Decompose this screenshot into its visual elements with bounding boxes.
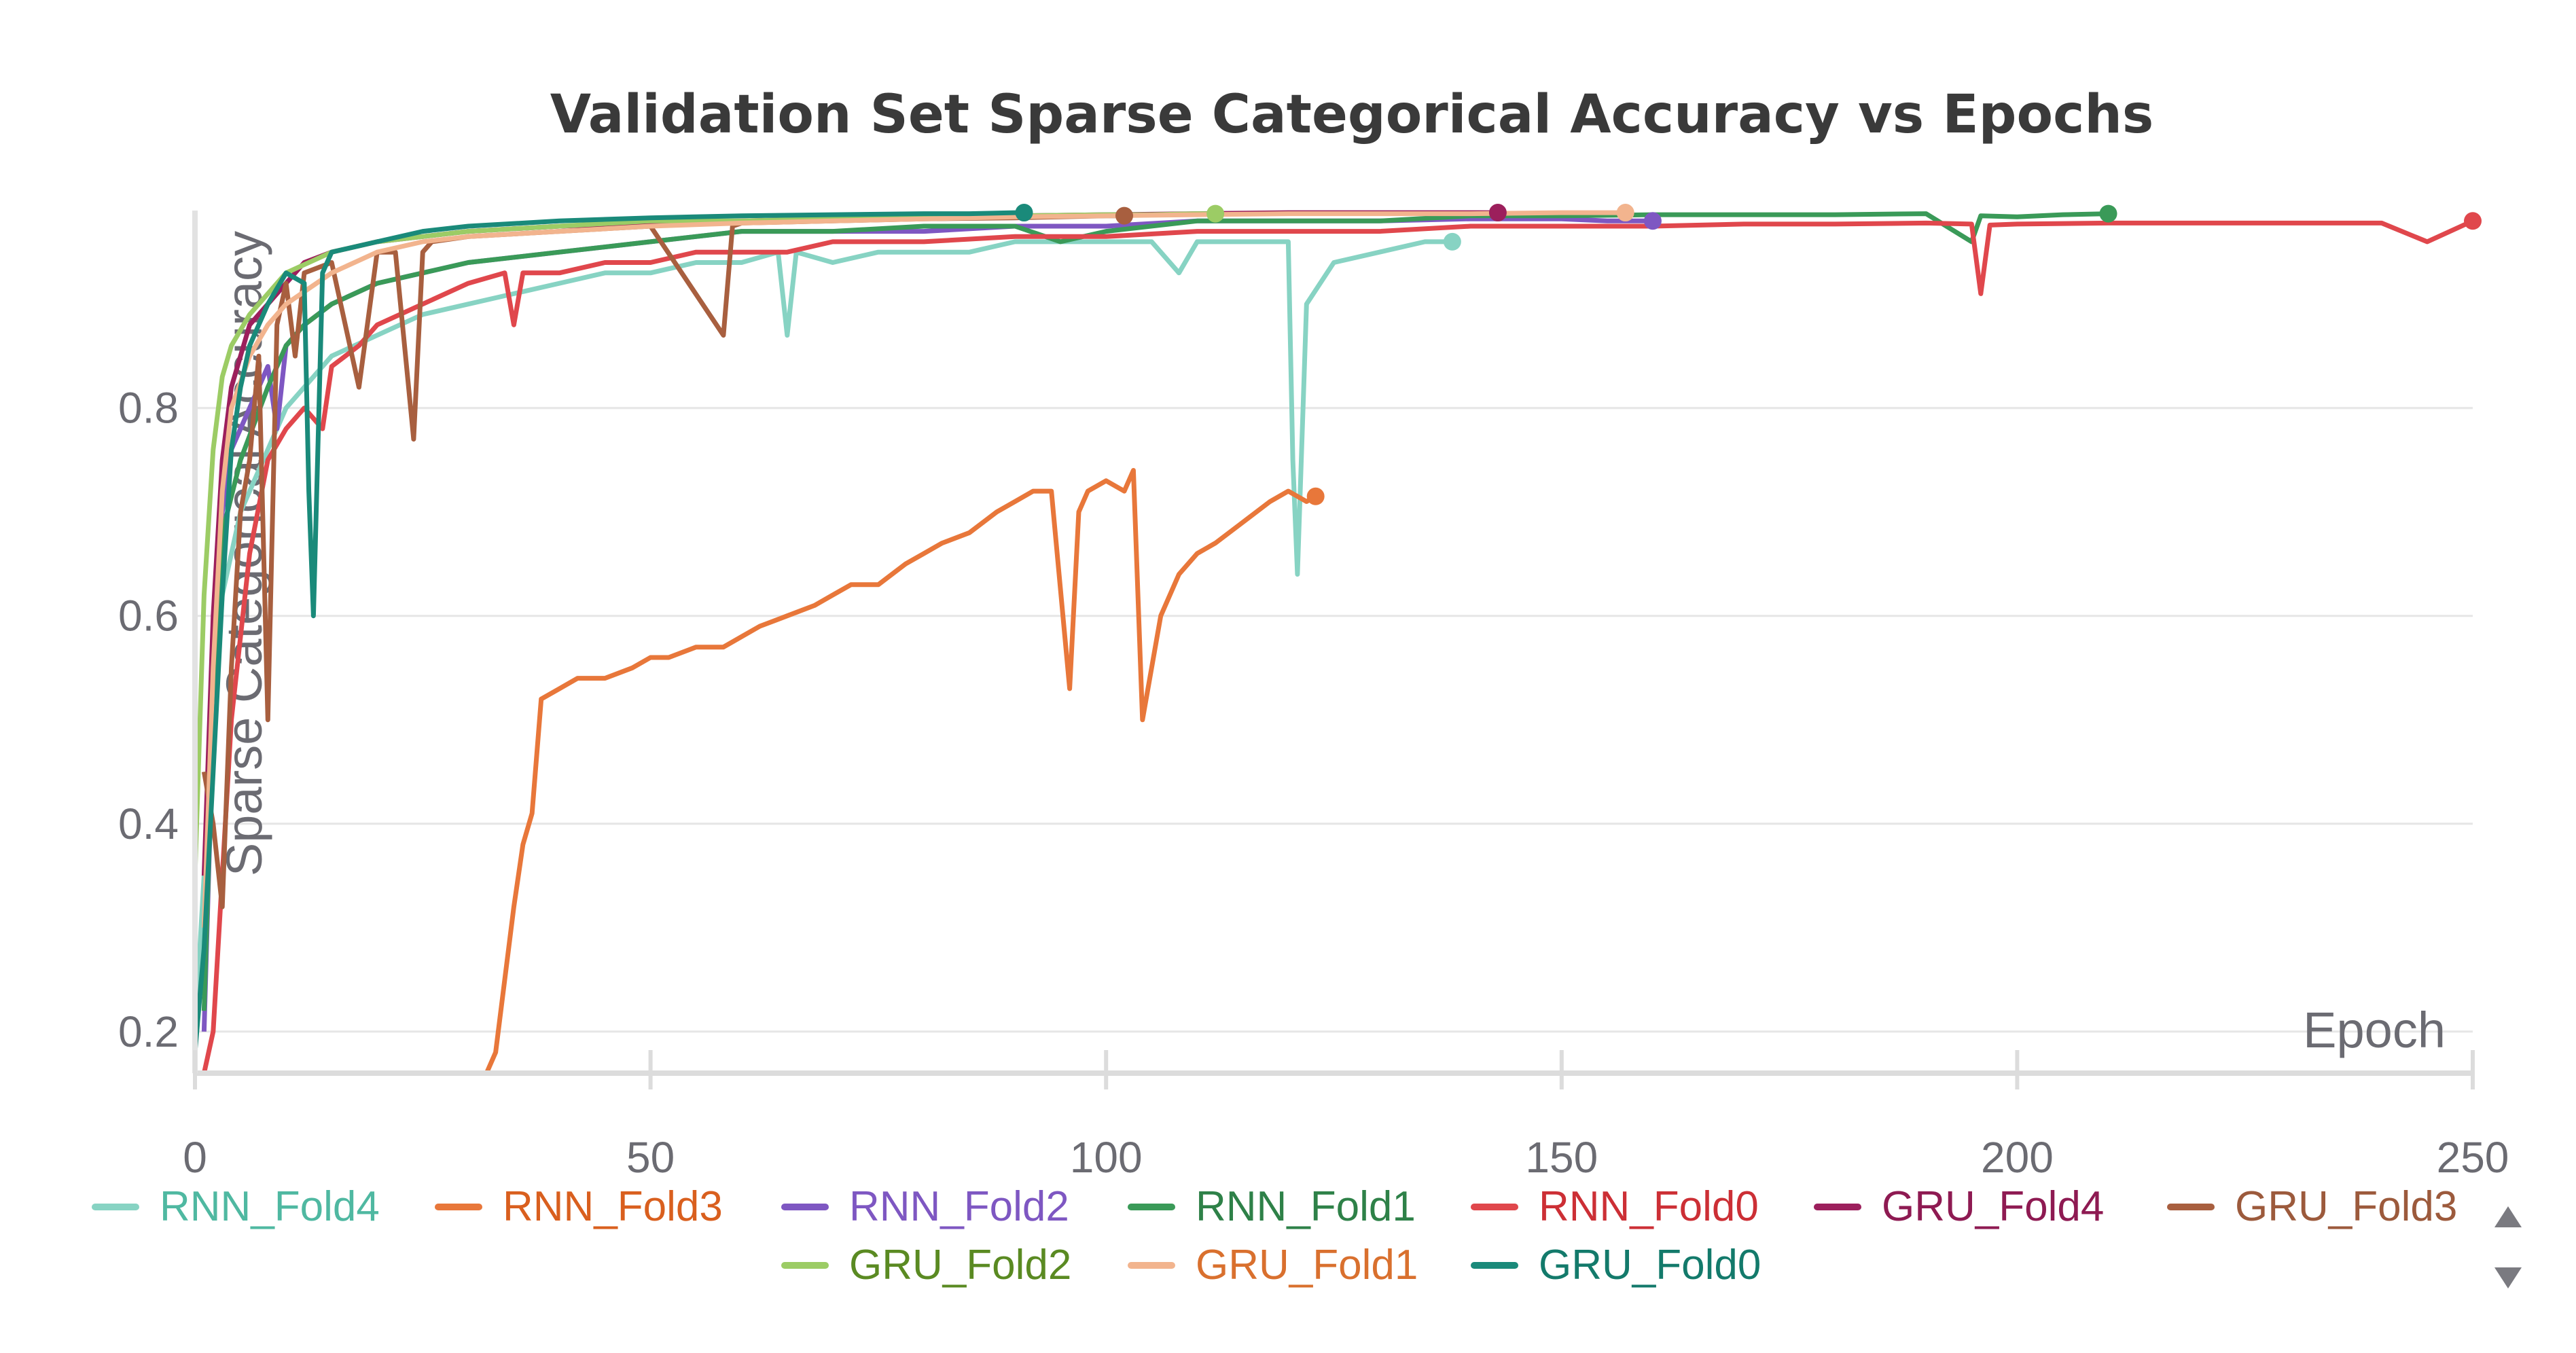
legend-item-GRU_Fold2[interactable]: GRU_Fold2 [781,1242,1071,1288]
series-endpoint-RNN_Fold2 [1643,212,1662,230]
triangle-up-icon[interactable] [2494,1206,2522,1227]
legend-scroll [2494,1206,2522,1288]
legend-label: GRU_Fold0 [1539,1242,1761,1288]
series-endpoint-RNN_Fold4 [1443,232,1461,251]
legend-label: RNN_Fold3 [503,1183,723,1230]
legend-item-RNN_Fold0[interactable]: RNN_Fold0 [1471,1183,1759,1230]
legend-label: GRU_Fold2 [849,1242,1071,1288]
y-tick-labels: 0.2 0.4 0.6 0.8 [118,384,179,1056]
legend-label: RNN_Fold0 [1539,1183,1759,1230]
series-line-RNN_Fold1 [201,211,2109,1011]
series-endpoint-GRU_Fold2 [1206,204,1225,223]
legend-label: GRU_Fold1 [1196,1242,1418,1288]
legend-label: RNN_Fold1 [1196,1183,1416,1230]
series-endpoint-GRU_Fold0 [1015,204,1033,222]
series-line-RNN_Fold0 [201,219,2474,1073]
series-endpoint-GRU_Fold3 [1115,206,1134,225]
series-lines [195,210,2474,1073]
series-line-GRU_Fold3 [201,213,1124,909]
axes [192,211,2475,1089]
y-tick-label-1: 0.4 [118,799,179,848]
legend: RNN_Fold4 RNN_Fold3 RNN_Fold2 RNN_Fold1 RNN_… [92,1183,2457,1288]
x-tick-label-3: 150 [1525,1133,1598,1182]
legend-item-GRU_Fold1[interactable]: GRU_Fold1 [1128,1242,1418,1288]
legend-item-GRU_Fold4[interactable]: GRU_Fold4 [1814,1183,2104,1230]
legend-label: GRU_Fold4 [1882,1183,2104,1230]
legend-item-GRU_Fold0[interactable]: GRU_Fold0 [1471,1242,1761,1288]
series-line-RNN_Fold2 [201,216,1653,1032]
series-endpoint-RNN_Fold0 [2464,212,2482,230]
x-tick-labels: 0 50 100 150 200 250 [183,1133,2509,1182]
legend-label: GRU_Fold3 [2235,1183,2457,1230]
grid-lines [195,407,2473,1033]
triangle-down-icon[interactable] [2494,1267,2522,1288]
legend-item-GRU_Fold3[interactable]: GRU_Fold3 [2167,1183,2457,1230]
series-endpoint-RNN_Fold3 [1306,487,1325,505]
series-endpoint-RNN_Fold1 [2099,204,2117,223]
x-tick-label-2: 100 [1070,1133,1143,1182]
y-tick-label-3: 0.8 [118,384,179,433]
legend-item-RNN_Fold4[interactable]: RNN_Fold4 [92,1183,380,1230]
series-endpoints [1015,204,2482,505]
x-tick-label-1: 50 [626,1133,675,1182]
legend-label: RNN_Fold4 [160,1183,380,1230]
chart-title: Validation Set Sparse Categorical Accura… [550,84,2154,145]
x-axis-label: Epoch [2303,1002,2446,1058]
x-tick-label-4: 200 [1981,1133,2054,1182]
y-tick-label-0: 0.2 [118,1007,179,1056]
series-line-RNN_Fold4 [195,239,1452,1032]
series-endpoint-GRU_Fold4 [1488,204,1507,222]
series-line-GRU_Fold0 [195,210,1024,1053]
legend-label: RNN_Fold2 [849,1183,1069,1230]
y-tick-label-2: 0.6 [118,592,179,641]
x-tick-label-0: 0 [183,1133,207,1182]
legend-item-RNN_Fold1[interactable]: RNN_Fold1 [1128,1183,1416,1230]
series-line-GRU_Fold2 [195,211,1216,876]
legend-item-RNN_Fold3[interactable]: RNN_Fold3 [435,1183,723,1230]
x-tick-label-5: 250 [2437,1133,2509,1182]
series-line-RNN_Fold3 [484,468,1317,1073]
series-endpoint-GRU_Fold1 [1616,204,1634,222]
legend-item-RNN_Fold2[interactable]: RNN_Fold2 [781,1183,1069,1230]
series-line-GRU_Fold4 [201,210,1498,876]
